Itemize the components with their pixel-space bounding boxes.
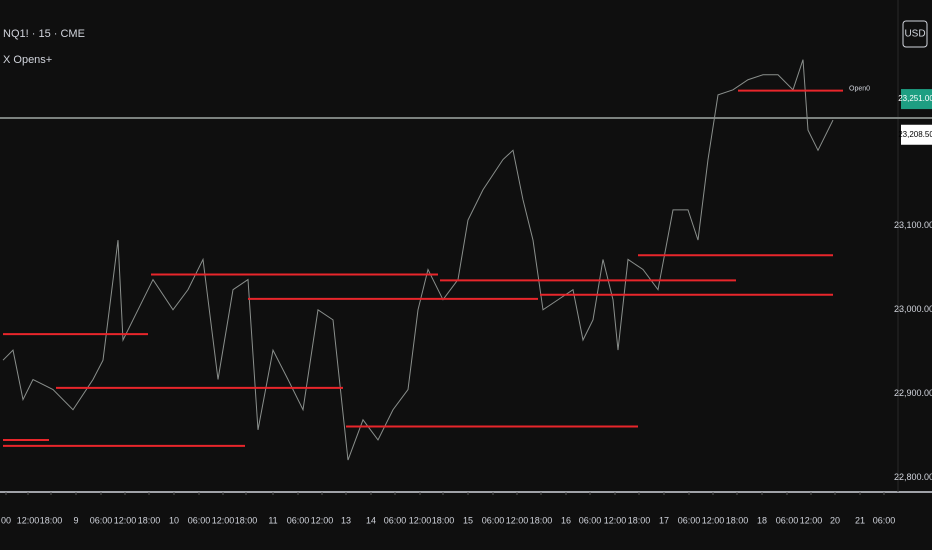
x-tick-label: 15 — [463, 515, 473, 525]
x-tick-label: 12:00 — [702, 515, 725, 525]
x-tick-label: 18:00 — [628, 515, 651, 525]
x-tick-label: 20 — [830, 515, 840, 525]
x-tick-label: 06:00 — [384, 515, 407, 525]
x-tick-label: 12:00 — [212, 515, 235, 525]
indicator-name: X Opens+ — [3, 54, 52, 66]
x-tick-label: 18:00 — [530, 515, 553, 525]
x-tick-label: 06:00 — [482, 515, 505, 525]
x-tick-label: 06:00 — [90, 515, 113, 525]
x-tick-label: 06:00 — [579, 515, 602, 525]
x-tick-label: 11 — [268, 515, 277, 525]
currency: USD — [904, 29, 925, 40]
x-tick-label: 12:00 — [311, 515, 334, 525]
x-tick-label: 18 — [757, 515, 767, 525]
price-tag — [901, 124, 932, 145]
currency-button[interactable] — [902, 20, 928, 48]
open-label: Open0 — [849, 86, 870, 93]
x-tick-label: 00 — [1, 515, 11, 525]
x-tick-label: 14 — [366, 515, 376, 525]
x-tick-label: 06:00 — [678, 515, 701, 525]
x-tick-label: 06:00 — [873, 515, 896, 525]
x-tick-label: 12:00 — [506, 515, 529, 525]
x-tick-label: 12:00 — [409, 515, 432, 525]
x-tick-label: 16 — [561, 515, 571, 525]
x-tick-label: 12:00 — [604, 515, 627, 525]
x-tick-label: 12:00 — [17, 515, 40, 525]
x-tick-label: 18:00 — [432, 515, 455, 525]
x-tick-label: 9 — [73, 515, 78, 525]
price-tag-label: 23,208.50 — [898, 130, 932, 139]
price-tag-label: 23,251.00 — [898, 94, 932, 103]
x-tick-label: 13 — [341, 515, 351, 525]
y-tick-label: 22,900.00 — [894, 388, 932, 398]
price-tag — [901, 89, 932, 110]
x-tick-label: 12:00 — [114, 515, 137, 525]
y-tick-label: 23,000.00 — [894, 304, 932, 314]
x-tick-label: 06:00 — [287, 515, 310, 525]
x-tick-label: 17 — [659, 515, 669, 525]
x-tick-label: 06:00 — [776, 515, 799, 525]
y-tick-label: 23,100.00 — [894, 220, 932, 230]
x-tick-label: 21 — [855, 515, 865, 525]
x-tick-label: 10 — [169, 515, 179, 525]
x-tick-label: 18:00 — [726, 515, 749, 525]
x-tick-label: 06:00 — [188, 515, 211, 525]
x-tick-label: 18:00 — [138, 515, 161, 525]
price-series — [2, 59, 834, 461]
y-tick-label: 22,800.00 — [894, 472, 932, 482]
chart-title: NQ1! · 15 · CME — [3, 28, 85, 40]
x-tick-label: 18:00 — [40, 515, 63, 525]
x-tick-label: 18:00 — [235, 515, 258, 525]
x-tick-label: 12:00 — [800, 515, 823, 525]
